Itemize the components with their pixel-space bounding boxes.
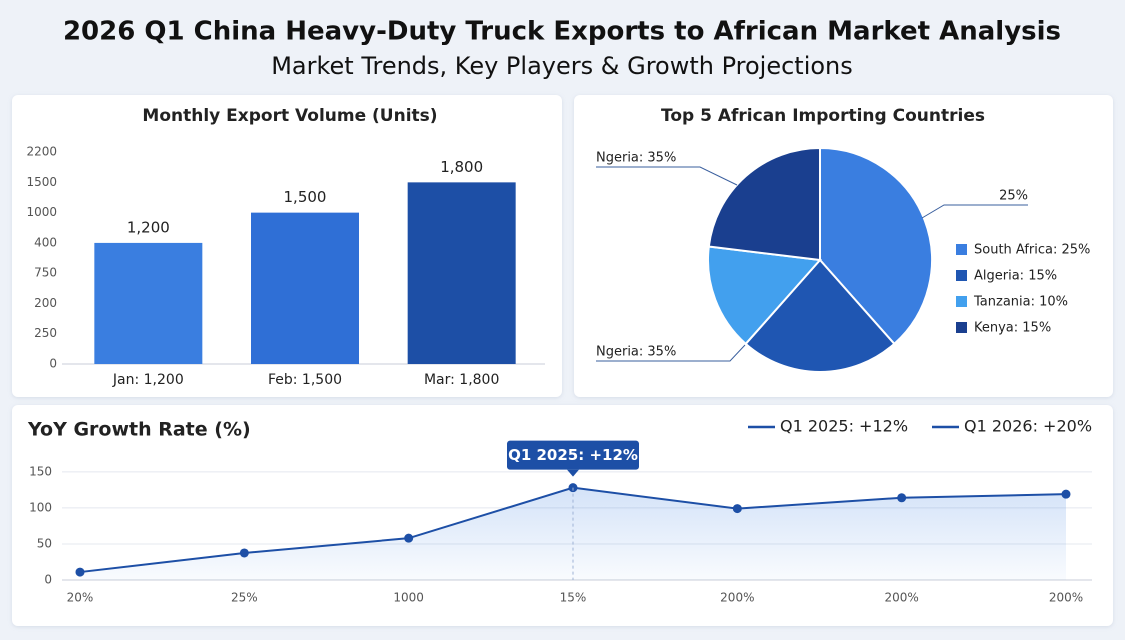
area (80, 487, 1066, 580)
leader-line (596, 166, 738, 186)
data-label: 1,200 (127, 218, 170, 236)
x-tick-label: 1000 (393, 591, 424, 605)
annotation: 25% (999, 189, 1028, 204)
legend-swatch (956, 244, 967, 255)
y-tick-label: 400 (34, 235, 57, 249)
point (732, 504, 742, 514)
y-tick-label: 200 (34, 296, 57, 310)
y-tick-label: 750 (34, 266, 57, 280)
legend-label: South Africa: 25% (974, 243, 1090, 258)
x-tick-label: 200% (1049, 591, 1083, 605)
legend-swatch (956, 270, 967, 281)
chart-title: YoY Growth Rate (%) (27, 419, 251, 441)
pie-slice (707, 245, 823, 346)
pie-slice (819, 146, 933, 346)
point (1061, 489, 1071, 499)
chart-title: Top 5 African Importing Countries (661, 106, 985, 126)
bar (407, 182, 516, 364)
y-tick-label: 0 (49, 357, 57, 371)
legend-label: Tanzania: 10% (973, 295, 1068, 310)
page-title: 2026 Q1 China Heavy-Duty Truck Exports t… (63, 17, 1061, 47)
legend-label: Q1 2025: +12% (780, 417, 908, 436)
x-tick-label: 200% (885, 591, 919, 605)
y-tick-label: 100 (29, 500, 52, 514)
chart-title: Monthly Export Volume (Units) (142, 106, 437, 126)
point (239, 548, 249, 558)
point (404, 533, 414, 543)
annotation: Ngeria: 35% (596, 151, 676, 166)
y-tick-label: 1500 (26, 175, 57, 189)
pie-slice (744, 258, 896, 373)
bar (94, 242, 203, 364)
data-label: 1,800 (440, 158, 483, 176)
legend-label: Q1 2026: +20% (964, 417, 1092, 436)
x-tick-label: 20% (67, 591, 94, 605)
x-tick-label: Jan: 1,200 (112, 372, 184, 388)
y-tick-label: 250 (34, 326, 57, 340)
legend-swatch (956, 322, 967, 333)
x-tick-label: 25% (231, 591, 258, 605)
legend-label: Algeria: 15% (974, 269, 1057, 284)
page-subtitle: Market Trends, Key Players & Growth Proj… (271, 52, 853, 80)
x-tick-label: Feb: 1,500 (268, 372, 342, 388)
tooltip-pointer (567, 469, 579, 477)
y-tick-label: 2200 (26, 145, 57, 159)
legend-label: Kenya: 15% (974, 321, 1051, 336)
y-tick-label: 0 (44, 573, 52, 587)
y-tick-label: 1000 (26, 205, 57, 219)
pie-slice (707, 146, 821, 262)
leader-line (596, 344, 746, 362)
x-tick-label: 15% (560, 591, 587, 605)
x-tick-label: 200% (720, 591, 754, 605)
bar (251, 212, 359, 364)
point (75, 567, 85, 577)
y-tick-label: 150 (29, 464, 52, 478)
tooltip-box (507, 440, 639, 470)
leader-line (921, 204, 1028, 219)
data-label: 1,500 (284, 188, 327, 206)
point (897, 493, 907, 503)
legend-swatch (956, 296, 967, 307)
x-tick-label: Mar: 1,800 (424, 372, 499, 388)
tooltip-text: Q1 2025: +12% (508, 446, 638, 464)
y-tick-label: 50 (37, 536, 52, 550)
annotation: Ngeria: 35% (596, 345, 676, 360)
